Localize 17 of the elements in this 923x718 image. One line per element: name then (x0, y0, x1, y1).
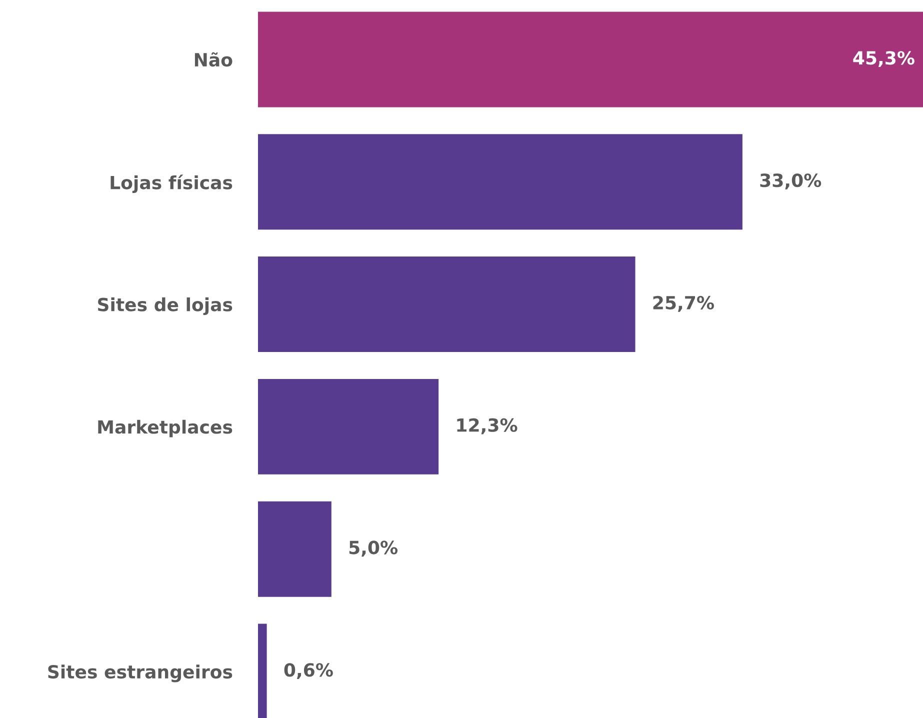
data-label: 25,7% (653, 296, 714, 312)
bar (258, 134, 742, 230)
bar (258, 12, 923, 108)
y-tick-label: Não (194, 52, 232, 67)
y-tick-label: Marketplaces (98, 420, 232, 438)
data-label: 5,0% (349, 540, 398, 557)
data-label: 45,3% (853, 51, 914, 68)
bar (258, 501, 332, 597)
data-label: 33,0% (760, 173, 822, 190)
y-tick-label: Sites estrangeiros (48, 664, 232, 682)
bar (258, 624, 267, 718)
y-tick-label: Sites de lojas (98, 297, 232, 316)
data-label: 0,6% (284, 663, 333, 680)
bar (258, 378, 439, 474)
bar (258, 256, 636, 352)
data-label: 12,3% (457, 418, 518, 434)
y-tick-label: Lojas físicas (110, 174, 232, 194)
